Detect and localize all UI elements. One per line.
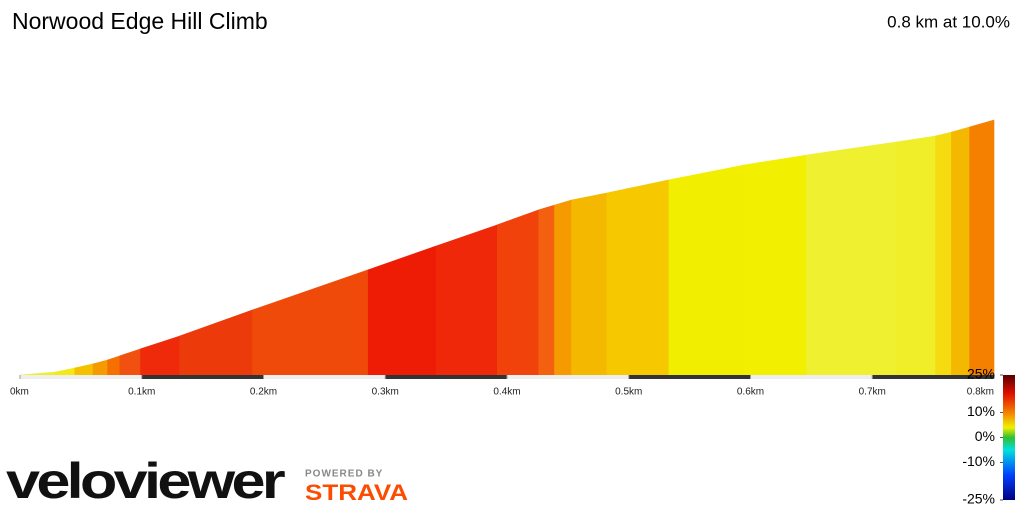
profile-segment bbox=[55, 367, 76, 376]
profile-segment bbox=[92, 359, 108, 376]
colorbar-label: 25% bbox=[967, 366, 995, 382]
colorbar-label: -10% bbox=[962, 453, 995, 469]
profile-segment bbox=[436, 224, 498, 376]
powered-by: POWERED BY bbox=[305, 469, 383, 480]
profile-segment bbox=[571, 192, 608, 376]
chart-subtitle: 0.8 km at 10.0% bbox=[887, 12, 1010, 31]
x-tick-label: 0.5km bbox=[615, 387, 642, 398]
x-tick-label: 0.6km bbox=[737, 387, 764, 398]
profile-segment bbox=[554, 199, 572, 376]
profile-segment bbox=[119, 348, 141, 376]
x-tick-label: 0.1km bbox=[128, 387, 155, 398]
x-tick-label: 0.2km bbox=[250, 387, 277, 398]
axis-band bbox=[141, 375, 264, 379]
profile-segment bbox=[668, 164, 745, 376]
profile-segment bbox=[496, 209, 539, 376]
profile-segment bbox=[538, 204, 555, 376]
profile-segment bbox=[367, 245, 437, 376]
colorbar-label: 0% bbox=[975, 428, 995, 444]
x-tick-label: 0km bbox=[10, 387, 29, 398]
profile-segment bbox=[107, 355, 121, 376]
colorbar bbox=[1003, 375, 1015, 500]
profile-segment bbox=[806, 141, 897, 376]
strava-logo: STRAVA bbox=[305, 480, 408, 505]
axis-band bbox=[628, 375, 751, 379]
chart-title: Norwood Edge Hill Climb bbox=[12, 8, 268, 34]
profile-segment bbox=[74, 363, 94, 376]
axis-band bbox=[385, 375, 507, 379]
profile-segment bbox=[140, 335, 180, 376]
profile-segment bbox=[744, 154, 807, 376]
x-tick-label: 0.4km bbox=[493, 387, 520, 398]
profile-segment bbox=[935, 131, 952, 376]
logo: veloviewer bbox=[6, 453, 285, 509]
profile-segment bbox=[896, 135, 936, 376]
profile-segment bbox=[969, 119, 995, 376]
colorbar-label: -25% bbox=[962, 491, 995, 507]
profile-segment bbox=[252, 269, 369, 376]
plot-area bbox=[19, 119, 995, 376]
x-tick-label: 0.7km bbox=[859, 387, 886, 398]
x-tick-label: 0.8km bbox=[967, 387, 994, 398]
profile-segment bbox=[179, 309, 253, 376]
colorbar-label: 10% bbox=[967, 403, 995, 419]
profile-segment bbox=[606, 179, 670, 376]
profile-segment bbox=[951, 126, 970, 376]
x-tick-label: 0.3km bbox=[372, 387, 399, 398]
axis-band bbox=[872, 375, 994, 379]
profile-segment bbox=[19, 371, 56, 376]
